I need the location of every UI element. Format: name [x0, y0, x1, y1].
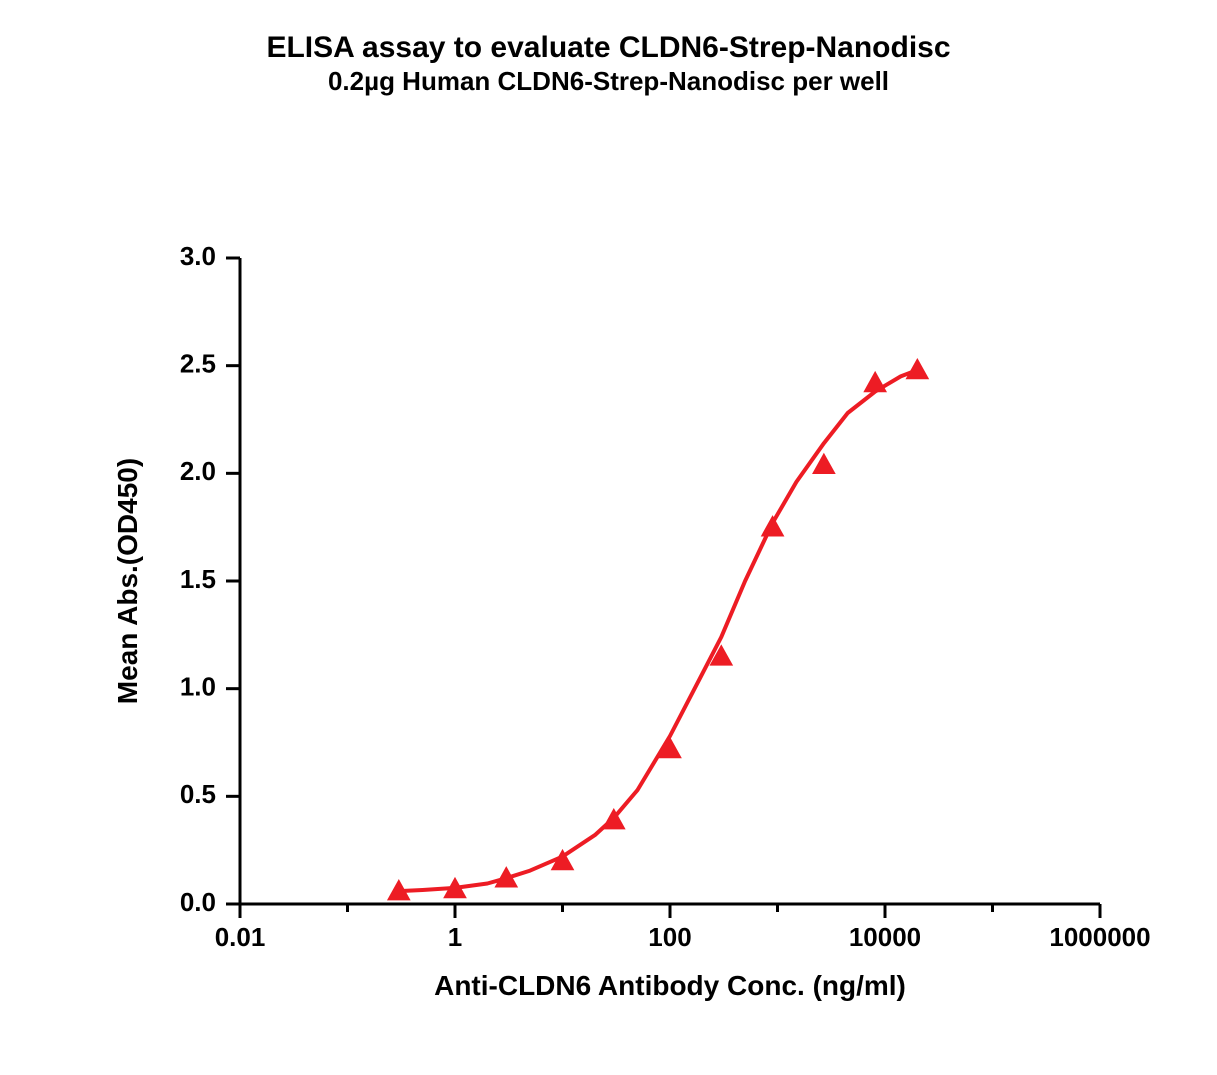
- y-tick-label: 3.0: [180, 241, 216, 271]
- x-tick-label: 1000000: [1049, 922, 1150, 952]
- data-point-marker: [762, 516, 784, 536]
- x-axis-title: Anti-CLDN6 Antibody Conc. (ng/ml): [240, 970, 1100, 1002]
- x-tick-label: 10000: [849, 922, 921, 952]
- x-tick-label: 100: [648, 922, 691, 952]
- y-tick-label: 0.5: [180, 779, 216, 809]
- y-tick-label: 1.5: [180, 564, 216, 594]
- chart-container: ELISA assay to evaluate CLDN6-Strep-Nano…: [0, 0, 1217, 1075]
- y-tick-label: 0.0: [180, 887, 216, 917]
- y-tick-label: 2.5: [180, 349, 216, 379]
- series-line: [399, 370, 918, 891]
- data-point-marker: [906, 359, 928, 379]
- y-tick-label: 2.0: [180, 456, 216, 486]
- y-tick-label: 1.0: [180, 672, 216, 702]
- data-point-marker: [864, 372, 886, 392]
- chart-svg: 0.0 0.5 1.0 1.5 2.0 2.5 3.0 0.01 1 100 10000 100000…: [0, 0, 1217, 1075]
- data-point-marker: [603, 809, 625, 829]
- y-axis-title: Mean Abs.(OD450): [112, 258, 144, 904]
- x-tick-label: 0.01: [215, 922, 266, 952]
- x-tick-label: 1: [448, 922, 462, 952]
